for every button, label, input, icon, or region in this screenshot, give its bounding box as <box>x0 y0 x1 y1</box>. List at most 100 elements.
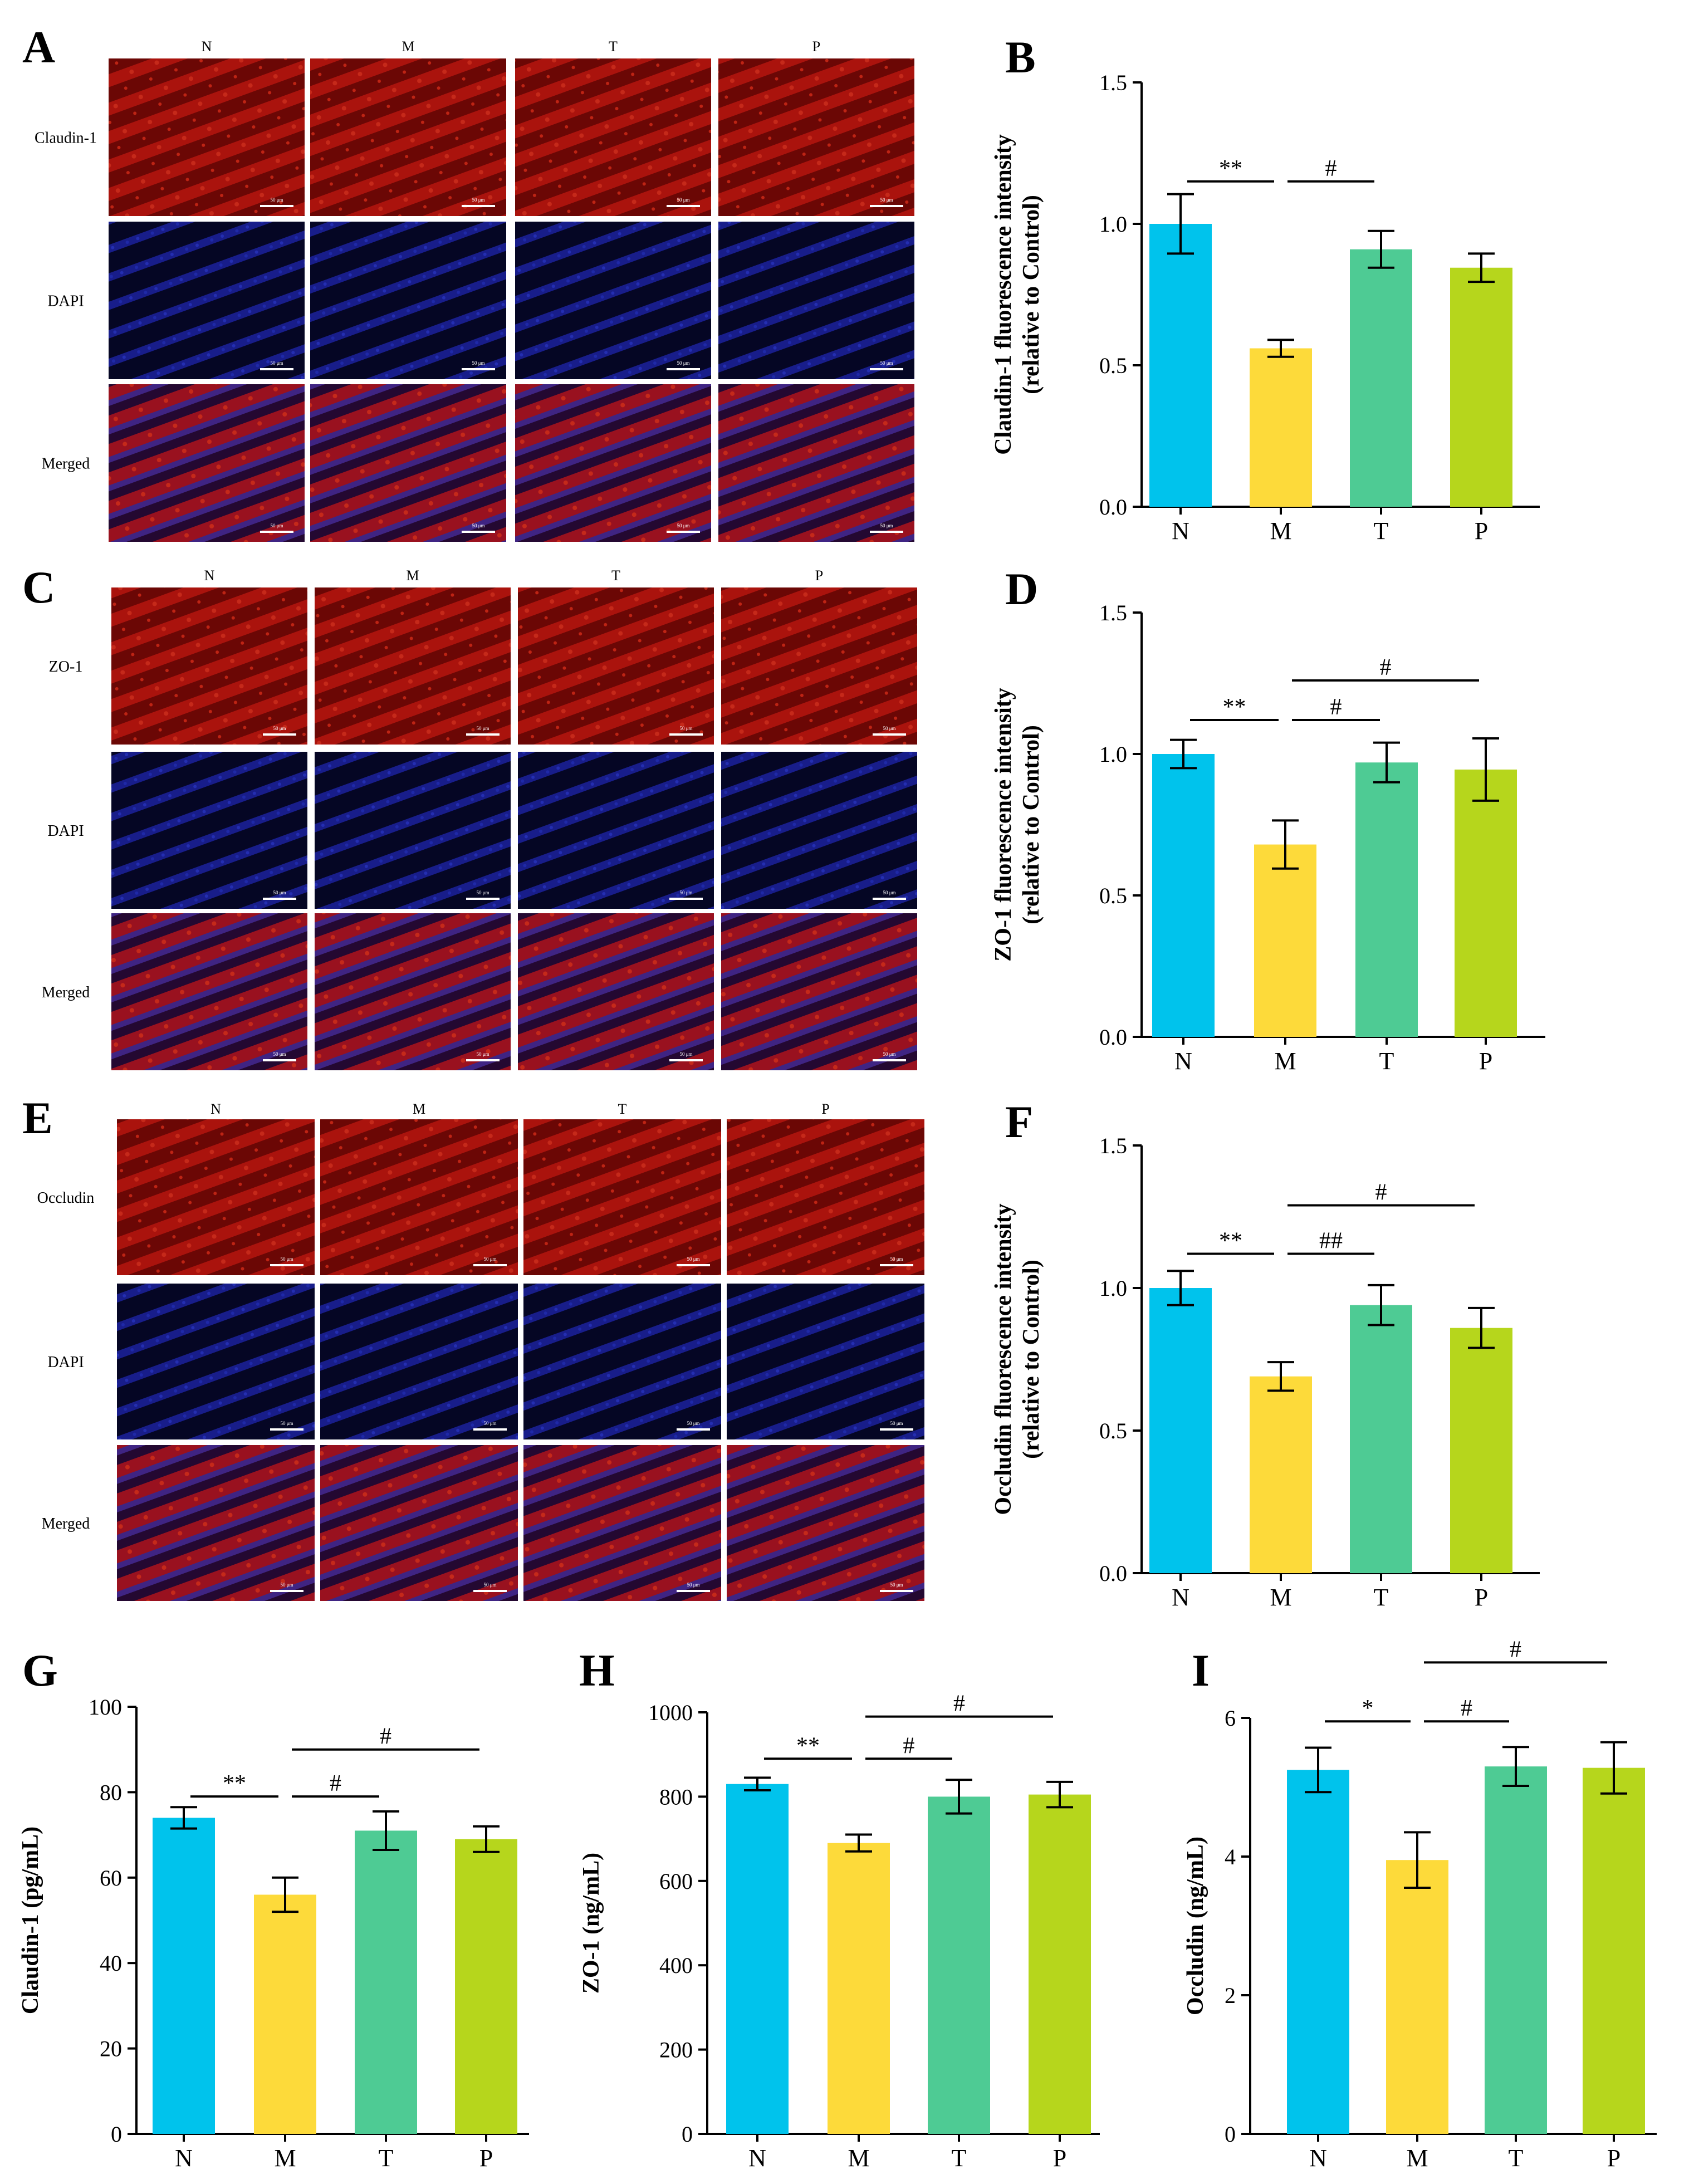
row-label-merged: Merged <box>42 984 90 1001</box>
micrograph-merged-m: 50 μm <box>315 913 511 1070</box>
scale-bar <box>870 205 903 207</box>
y-tick-label: 1.5 <box>1099 70 1127 95</box>
scale-bar-label: 50 μm <box>880 360 893 366</box>
tissue-stain <box>718 222 914 379</box>
significance-n-m: ** <box>1187 1228 1274 1255</box>
bar-n <box>153 1818 215 2134</box>
micrograph-merged-n: 50 μm <box>109 384 305 542</box>
micrograph-stain-m: 50 μm <box>315 587 511 745</box>
micrograph-stain-n: 50 μm <box>109 58 305 216</box>
scale-bar-label: 50 μm <box>883 890 895 895</box>
tissue-stain <box>523 1284 721 1439</box>
chart-panel-b: B 0.0 0.5 1.0 1.5 N M T P ** # Claudin-1 fluorescen… <box>991 32 1540 545</box>
x-tick-label-p: P <box>1475 517 1488 545</box>
tissue-stain <box>320 1284 518 1439</box>
error-bar-n <box>1167 193 1194 255</box>
y-tick-label: 600 <box>659 1869 693 1894</box>
x-tick-label-m: M <box>1270 1584 1291 1611</box>
bar-p <box>1029 1794 1091 2134</box>
x-tick-label-m: M <box>1274 1047 1296 1075</box>
y-axis-label: Occludin fluorescence intensity <box>991 1203 1016 1515</box>
y-axis-label: ZO-1 fluorescence intensity <box>991 688 1016 962</box>
scale-bar-label: 50 μm <box>890 1256 903 1262</box>
scale-bar-label: 50 μm <box>476 890 489 895</box>
scale-bar-label: 50 μm <box>890 1421 903 1426</box>
x-tick-label-t: T <box>1374 517 1389 545</box>
scale-bar-label: 50 μm <box>880 197 893 203</box>
y-tick-label: 0.5 <box>1099 883 1127 908</box>
tissue-stain <box>310 222 506 379</box>
significance-label: # <box>1461 1696 1472 1721</box>
y-tick-label: 0.0 <box>1099 1561 1127 1586</box>
scale-bar-label: 50 μm <box>890 1582 903 1588</box>
micrograph-merged-p: 50 μm <box>718 384 914 542</box>
column-label-n: N <box>204 567 215 584</box>
bar-m <box>1254 844 1316 1037</box>
y-tick-label: 20 <box>100 2036 122 2061</box>
tissue-stain <box>315 913 511 1070</box>
significance-label: # <box>903 1733 915 1759</box>
x-tick-label-n: N <box>175 2144 193 2172</box>
panel-letter-a: A <box>22 22 55 72</box>
scale-bar <box>466 898 500 900</box>
micrograph-stain-p: 50 μm <box>727 1119 924 1275</box>
scale-bar-label: 50 μm <box>679 1051 692 1057</box>
row-label-stain: Claudin-1 <box>35 130 97 147</box>
scale-bar-label: 50 μm <box>472 523 484 528</box>
significance-label: ** <box>223 1771 246 1796</box>
x-tick-label-t: T <box>1379 1047 1394 1075</box>
x-tick-label-t: T <box>1509 2144 1524 2172</box>
column-label-m: M <box>402 38 414 55</box>
scale-bar <box>466 1059 500 1061</box>
bar-t <box>1350 1305 1412 1573</box>
y-tick-label: 0.0 <box>1099 1025 1127 1050</box>
tissue-stain <box>727 1445 924 1601</box>
chart-panel-d: D 0.0 0.5 1.0 1.5 N M T P ** # # ZO-1 fluorescence i… <box>991 564 1545 1075</box>
tissue-stain <box>718 58 914 216</box>
tissue-stain <box>315 752 511 909</box>
row-label-dapi: DAPI <box>47 1354 84 1371</box>
bar-t <box>928 1796 990 2134</box>
bar-m <box>254 1894 316 2134</box>
scale-bar-label: 50 μm <box>270 360 283 366</box>
scale-bar-label: 50 μm <box>472 197 484 203</box>
micrograph-dapi-m: 50 μm <box>310 222 506 379</box>
scale-bar-label: 50 μm <box>677 360 689 366</box>
tissue-stain <box>727 1284 924 1439</box>
scale-bar-label: 50 μm <box>472 360 484 366</box>
y-tick-label: 80 <box>100 1780 122 1805</box>
x-tick-label-m: M <box>848 2144 869 2172</box>
micrograph-merged-p: 50 μm <box>721 913 917 1070</box>
significance-m-p: # <box>1292 655 1479 682</box>
error-bar-p <box>1600 1741 1627 1795</box>
scale-bar <box>473 1428 507 1431</box>
bar-t <box>1355 762 1418 1037</box>
micrograph-stain-m: 50 μm <box>320 1119 518 1275</box>
significance-m-p: # <box>292 1724 479 1751</box>
y-tick-label: 0 <box>682 2122 693 2147</box>
scale-bar <box>880 1590 913 1592</box>
scale-bar-label: 50 μm <box>273 726 286 731</box>
y-tick-label: 4 <box>1225 1844 1236 1869</box>
error-bar-p <box>1472 737 1499 802</box>
scale-bar <box>263 733 296 736</box>
error-bar-n <box>1170 738 1197 770</box>
scale-bar <box>270 1264 303 1266</box>
x-tick-label-m: M <box>274 2144 296 2172</box>
tissue-stain <box>109 222 305 379</box>
y-axis-label: Claudin-1 fluorescence intensity <box>991 134 1016 455</box>
x-tick-label-p: P <box>1479 1047 1492 1075</box>
micrograph-dapi-m: 50 μm <box>315 752 511 909</box>
scale-bar <box>873 1059 906 1061</box>
scale-bar <box>677 1590 710 1592</box>
error-bar-t <box>1502 1746 1529 1788</box>
column-label-n: N <box>210 1101 221 1117</box>
scale-bar <box>669 898 703 900</box>
scale-bar <box>873 898 906 900</box>
y-tick-label: 6 <box>1225 1706 1236 1731</box>
error-bar-m <box>272 1876 298 1913</box>
tissue-stain <box>117 1445 315 1601</box>
tissue-stain <box>518 913 714 1070</box>
significance-n-m: ** <box>764 1733 852 1760</box>
